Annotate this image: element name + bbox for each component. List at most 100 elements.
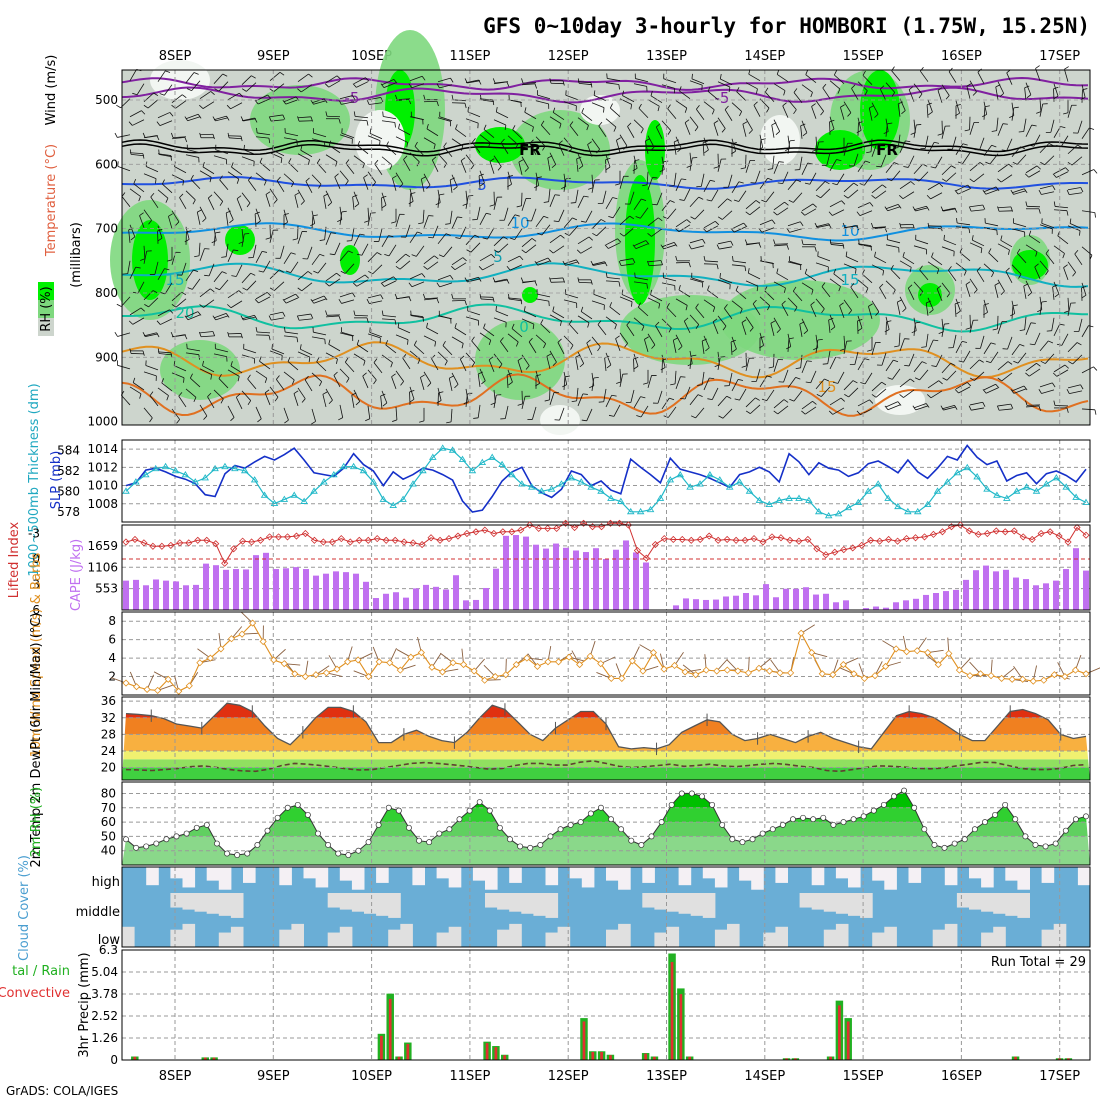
wind-barb-flag [183,377,185,383]
panel-frame [121,611,1091,696]
precip-convective-bar [380,1035,383,1060]
wind-barb [777,405,789,415]
wind-barb [385,344,397,354]
lifted-index-point [992,527,1000,535]
temp-contour-minus5 [121,86,1089,104]
wind-speed-point [396,666,404,674]
wind-barb-flag [784,287,786,293]
wind-barb [773,244,787,247]
wind-barb [935,354,943,367]
wind-barb-flag [250,272,256,276]
thickness-point [567,474,576,481]
wind-barb-flag [517,357,523,361]
rh-point [749,836,756,843]
wind-barb-flag [839,302,844,306]
wind-barb-flag [816,393,822,397]
wind-barb-flag [776,268,779,274]
wind-barb [1039,98,1042,112]
lifted-index-point [660,535,668,543]
lifted-index-point [427,534,435,542]
wind-barb [283,137,297,141]
wind-barb-flag [707,398,713,400]
wind-barb [955,184,968,192]
wind-barb [439,652,454,664]
wind-barb [980,335,985,349]
wind-barb-flag [756,88,758,94]
wind-barb-flag [892,289,896,295]
wind-barb [1053,209,1067,212]
lifted-index-point [947,523,955,531]
wind-barb [989,153,999,165]
wind-barb [493,197,498,210]
thickness-point [1072,493,1080,500]
wind-barb-flag [967,184,972,190]
wind-barb-flag [643,382,649,385]
wind-barb [269,114,283,118]
rh-point [840,819,847,826]
wind-barb [609,306,621,316]
wind-barb [397,296,411,300]
cape-bar [213,565,219,610]
wind-barb-flag [703,255,706,261]
wind-barb-flag [1028,144,1034,147]
wind-barb [507,297,521,300]
cloud-high [944,867,958,886]
wind-barb [839,305,845,318]
wind-barb-flag [1045,270,1049,276]
wind-barb-flag [940,405,944,411]
wind-barb [171,291,182,302]
wind-barb [300,149,313,158]
rh-point [597,804,604,811]
wind-barb-flag [755,397,760,401]
wind-barb [489,161,495,174]
wind-barb [521,354,530,366]
wind-barb-flag [390,362,393,368]
rh-point [466,807,473,814]
wind-barb-flag [633,365,639,370]
wind-barb [1013,665,1024,680]
thickness-point [369,478,378,485]
wind-barb-flag [439,193,445,196]
wind-barb [269,188,278,200]
wind-barb-flag [1052,185,1056,191]
wind-barb [834,74,845,84]
date-labels-top: 8SEP 9SEP 10SEP 11SEP 12SEP 13SEP 14SEP 15SEP 16… [159,49,1081,64]
thickness-point [132,478,140,485]
wind-barb-flag [911,330,917,334]
wind-barb-flag [1066,407,1069,413]
wind-barb-flag [598,121,603,127]
wind-barb [185,113,199,120]
rh-point [1083,813,1089,820]
wind-barb [521,198,527,211]
cloud-middle [206,893,220,914]
wind-barb-flag [184,137,188,143]
wind-barb-flag [199,304,204,308]
wind-speed-point [365,672,373,681]
wind-barb-flag [669,200,675,203]
wind-barb [227,171,240,180]
wind-barb [1044,155,1055,166]
cloud-low [884,926,897,947]
wind-barb-flag [214,88,220,92]
wind-barb-flag [338,417,343,421]
wind-barb-flag [702,239,706,244]
wind-barb-flag [732,348,737,353]
cape-bar [903,600,909,610]
rh-point [992,811,999,818]
wind-barb [1039,340,1049,352]
wind-barb-flag [148,220,152,225]
wind-barb [843,182,854,193]
wind-barb [829,357,837,370]
wind-barb-flag [271,344,273,350]
wind-barb-flag [313,270,319,274]
wind-barb [673,172,677,186]
thickness-point [320,478,328,485]
wind-speed-point [881,662,890,670]
cloud-middle [702,893,716,918]
wind-barb [201,335,215,338]
cape-bar [333,571,339,610]
wind-barb [871,300,880,313]
wind-barb [345,163,355,175]
wind-barb-flag [1002,123,1008,125]
wind-barb-flag [285,270,291,273]
